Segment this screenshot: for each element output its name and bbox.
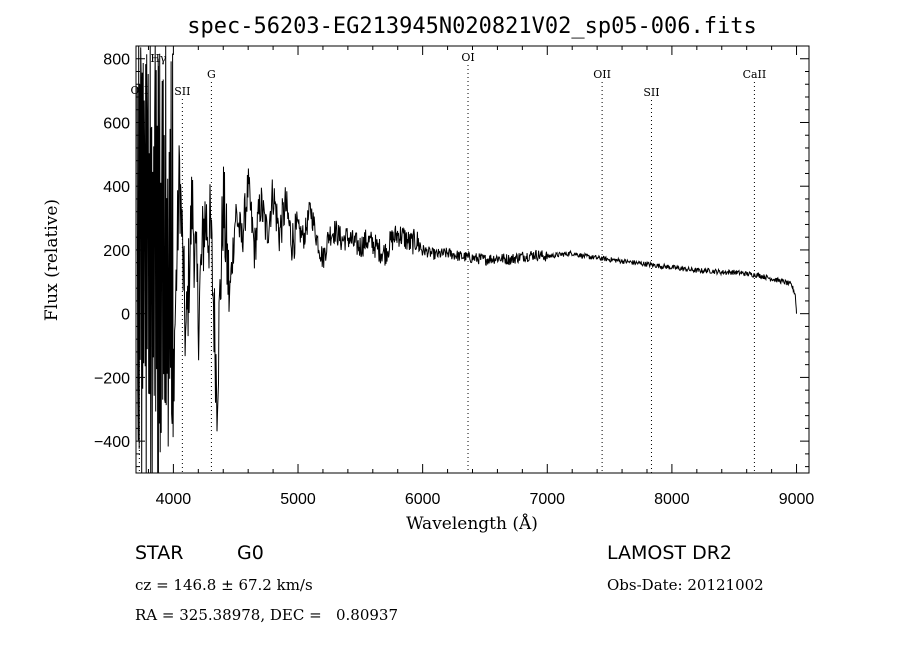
observation-date: Obs-Date: 20121002 [607, 576, 764, 594]
spectral-line-label: SII [643, 86, 659, 99]
y-tick-label: −200 [94, 370, 130, 387]
x-tick-label: 7000 [529, 491, 565, 508]
y-tick-label: −400 [94, 434, 130, 451]
y-tick-label: 400 [103, 179, 130, 196]
spectrum-series [136, 45, 797, 474]
spectral-line-label: CaII [743, 68, 767, 81]
coordinates: RA = 325.38978, DEC = 0.80937 [135, 606, 398, 624]
x-tick-label: 4000 [156, 491, 192, 508]
survey-name: LAMOST DR2 [607, 542, 732, 564]
chart-title: spec-56203-EG213945N020821V02_sp05-006.f… [187, 14, 757, 39]
y-tick-label: 800 [103, 52, 130, 69]
spectral-line-label: Hγ [150, 52, 167, 65]
y-tick-label: 0 [121, 307, 130, 324]
y-tick-label: 200 [103, 243, 130, 260]
spectrum-line [136, 45, 797, 474]
spectral-line-label: OII [593, 68, 611, 81]
redshift-info: cz = 146.8 ± 67.2 km/s [135, 576, 313, 594]
x-tick-label: 9000 [779, 491, 815, 508]
y-axis-label: Flux (relative) [42, 199, 62, 321]
spectral-line-label: OI [461, 51, 474, 64]
y-axis-ticks: −400 −200 0 200 400 600 800 [94, 45, 809, 468]
x-tick-label: 8000 [654, 491, 690, 508]
object-class: STAR [135, 542, 183, 564]
x-axis-ticks: 4000 5000 6000 7000 8000 9000 [147, 46, 815, 508]
spectral-line-label: SII [174, 85, 190, 98]
spectral-subclass: G0 [237, 542, 264, 564]
x-axis-label: Wavelength (Å) [406, 513, 538, 534]
y-tick-label: 600 [103, 115, 130, 132]
x-tick-label: 5000 [280, 491, 316, 508]
x-tick-label: 6000 [405, 491, 441, 508]
spectral-line-label: G [207, 68, 216, 81]
